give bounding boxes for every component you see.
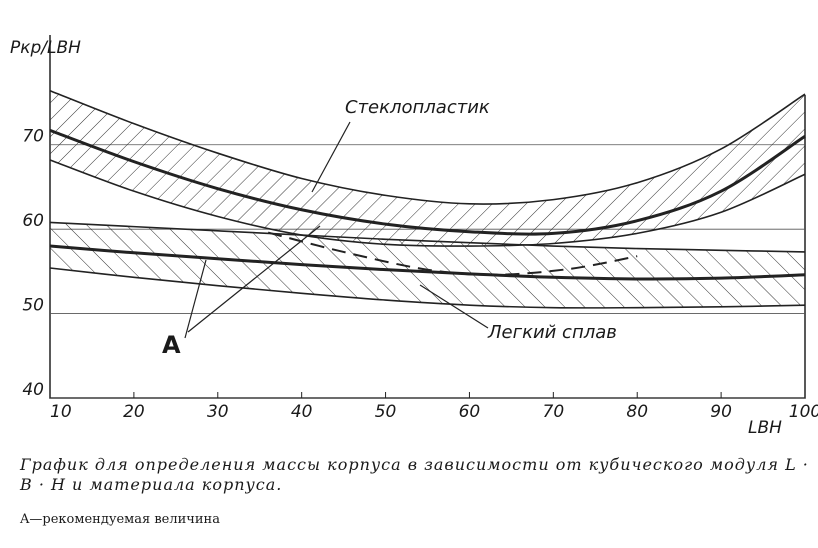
x-axis-label: LBH (748, 418, 782, 438)
line (49, 221, 806, 253)
note: A—рекомендуемая величина (20, 512, 220, 527)
chart: 100 90 80 70 60 50 40 30 20 10 70 60 50 40 Pкр/LBH LBH… (10, 35, 818, 438)
annotation: Стеклопластик (345, 97, 490, 118)
line (49, 128, 806, 236)
annotation: A (162, 331, 181, 359)
caption: График для определения массы корпуса в з… (20, 455, 809, 494)
hatch-band (50, 90, 805, 247)
x-tick-label: 60 (459, 402, 481, 422)
line (49, 244, 806, 281)
y-tick-label: 70 (22, 127, 44, 147)
annotation: Легкий сплав (487, 322, 617, 343)
x-tick-label: 30 (207, 402, 229, 422)
line (49, 89, 806, 205)
x-tick-label: 40 (291, 402, 313, 422)
line (267, 231, 638, 276)
hatch-band (50, 222, 805, 308)
x-tick-label: 50 (375, 402, 397, 422)
y-axis-label: Pкр/LBH (10, 38, 81, 58)
leaders (184, 121, 489, 339)
x-tick-label: 80 (626, 402, 648, 422)
y-tick-label: 50 (22, 296, 44, 316)
y-tick-label: 40 (22, 380, 44, 400)
line (49, 159, 806, 247)
x-tick-label: 70 (543, 402, 565, 422)
line (49, 267, 806, 309)
x-tick-label: 20 (123, 402, 145, 422)
x-tick-label: 90 (710, 402, 732, 422)
x-tick-label: 10 (50, 402, 72, 422)
x-tick-label: 100 (789, 402, 818, 422)
y-tick-label: 60 (22, 211, 44, 231)
